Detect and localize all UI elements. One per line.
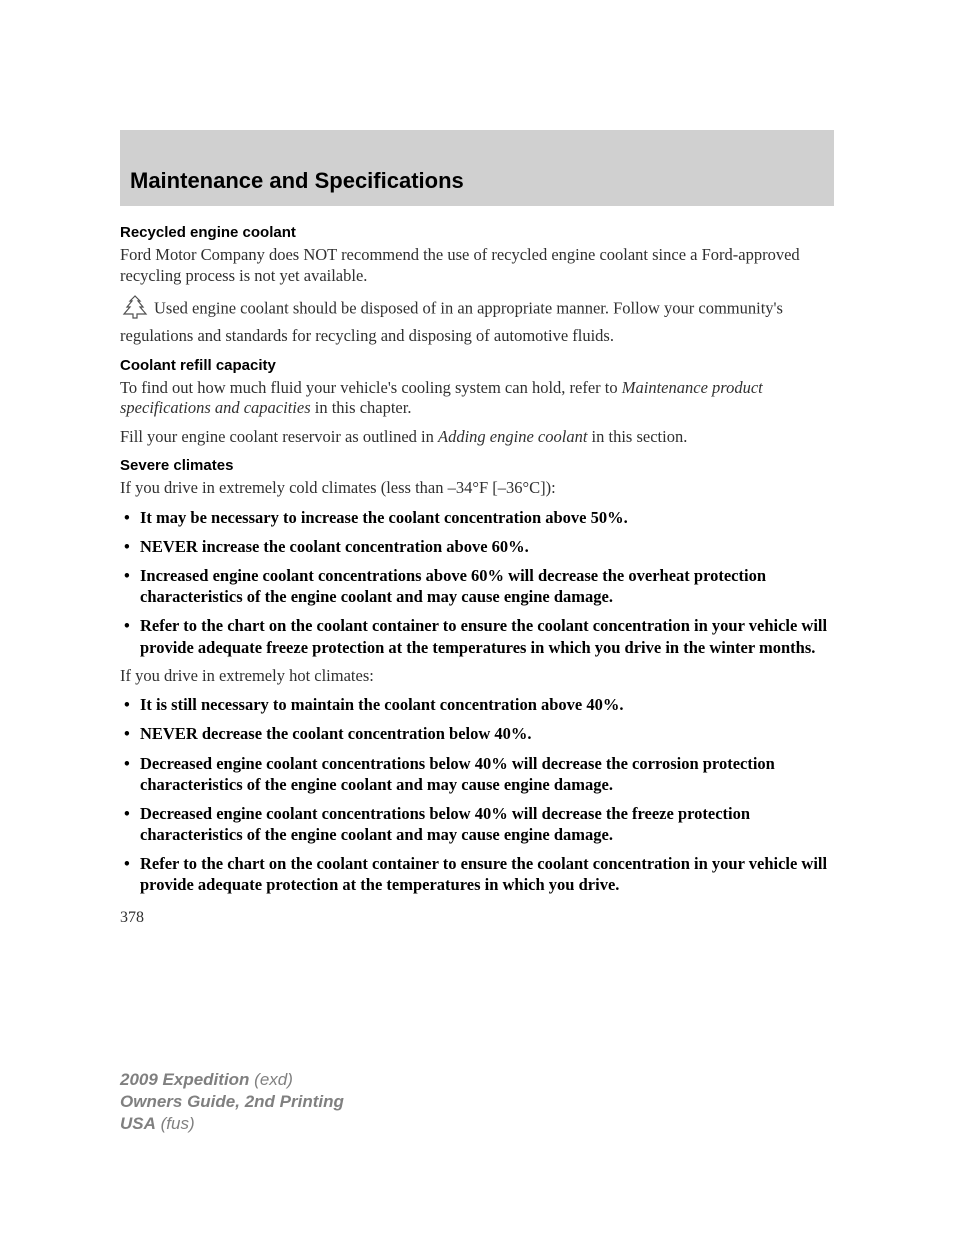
list-item: Decreased engine coolant concentrations … — [140, 803, 834, 845]
footer-line-2: Owners Guide, 2nd Printing — [120, 1091, 344, 1113]
page-title: Maintenance and Specifications — [130, 168, 834, 194]
subheading-severe: Severe climates — [120, 457, 834, 474]
subheading-refill: Coolant refill capacity — [120, 357, 834, 374]
text-fragment: Fill your engine coolant reservoir as ou… — [120, 427, 438, 446]
section-title-bar: Maintenance and Specifications — [120, 130, 834, 206]
paragraph-recycled-1: Ford Motor Company does NOT recommend th… — [120, 245, 834, 286]
paragraph-hot-intro: If you drive in extremely hot climates: — [120, 666, 834, 687]
bullet-list-hot: It is still necessary to maintain the co… — [120, 694, 834, 895]
leaf-icon — [120, 294, 150, 326]
text-fragment: in this section. — [587, 427, 687, 446]
footer-code: (exd) — [249, 1070, 292, 1089]
paragraph-refill-1: To find out how much fluid your vehicle'… — [120, 378, 834, 419]
list-item: Refer to the chart on the coolant contai… — [140, 853, 834, 895]
page-number: 378 — [120, 909, 834, 927]
list-item: Increased engine coolant concentrations … — [140, 565, 834, 607]
list-item: NEVER increase the coolant concentration… — [140, 536, 834, 557]
paragraph-cold-intro: If you drive in extremely cold climates … — [120, 478, 834, 499]
list-item: Decreased engine coolant concentrations … — [140, 753, 834, 795]
document-footer: 2009 Expedition (exd) Owners Guide, 2nd … — [120, 1069, 344, 1135]
footer-region: USA — [120, 1114, 156, 1133]
paragraph-recycled-2-text: Used engine coolant should be disposed o… — [120, 299, 783, 345]
list-item: It may be necessary to increase the cool… — [140, 507, 834, 528]
section-refill-capacity: Coolant refill capacity To find out how … — [120, 357, 834, 448]
footer-code: (fus) — [156, 1114, 195, 1133]
footer-line-3: USA (fus) — [120, 1113, 344, 1135]
section-severe-climates: Severe climates If you drive in extremel… — [120, 457, 834, 895]
list-item: Refer to the chart on the coolant contai… — [140, 615, 834, 657]
text-fragment: in this chapter. — [311, 398, 412, 417]
text-italic: Adding engine coolant — [438, 427, 587, 446]
list-item: It is still necessary to maintain the co… — [140, 694, 834, 715]
list-item: NEVER decrease the coolant concentration… — [140, 723, 834, 744]
document-page: Maintenance and Specifications Recycled … — [0, 0, 954, 927]
footer-line-1: 2009 Expedition (exd) — [120, 1069, 344, 1091]
subheading-recycled: Recycled engine coolant — [120, 224, 834, 241]
bullet-list-cold: It may be necessary to increase the cool… — [120, 507, 834, 658]
footer-model: 2009 Expedition — [120, 1070, 249, 1089]
paragraph-recycled-2: Used engine coolant should be disposed o… — [120, 294, 834, 346]
section-recycled-coolant: Recycled engine coolant Ford Motor Compa… — [120, 224, 834, 347]
paragraph-refill-2: Fill your engine coolant reservoir as ou… — [120, 427, 834, 448]
text-fragment: To find out how much fluid your vehicle'… — [120, 378, 622, 397]
